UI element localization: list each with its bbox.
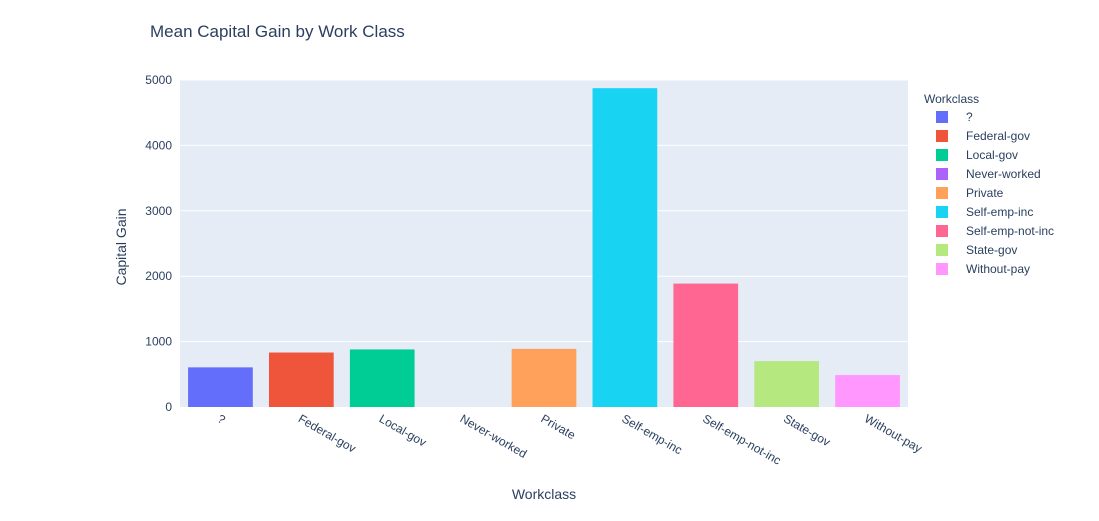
y-tick-label: 2000 [145, 269, 172, 283]
bar-7 [754, 361, 820, 407]
legend-swatch [936, 263, 948, 275]
bar-0 [188, 367, 253, 407]
legend-entry: Never-worked [966, 167, 1041, 181]
x-tick-label: Never-worked [458, 411, 530, 460]
legend-title: Workclass [924, 92, 979, 106]
x-axis-ticks: ? Federal-gov Local-gov Never-worked Private… [215, 411, 925, 467]
bar-6 [673, 283, 739, 407]
legend-entry: Self-emp-not-inc [966, 224, 1054, 238]
y-axis-title: Capital Gain [113, 208, 129, 285]
gridlines [180, 79, 908, 343]
legend-entry: Self-emp-inc [966, 205, 1033, 219]
legend-entry: Private [966, 186, 1004, 200]
x-tick-label: Federal-gov [296, 411, 358, 455]
y-tick-label: 0 [165, 400, 172, 414]
bars [188, 88, 900, 408]
legend-entry: Federal-gov [966, 129, 1030, 143]
y-tick-label: 1000 [145, 335, 172, 349]
x-tick-label: Private [539, 411, 579, 442]
bar-8 [835, 375, 900, 407]
legend-swatch [936, 168, 948, 180]
legend-swatch [936, 187, 948, 199]
x-tick-label: Without-pay [862, 411, 924, 455]
x-tick-label: Self-emp-not-inc [700, 411, 783, 467]
x-axis-title: Workclass [512, 486, 576, 502]
x-tick-label: ? [215, 411, 228, 427]
legend-entry: Without-pay [966, 262, 1030, 276]
x-tick-label: Local-gov [377, 411, 429, 449]
legend-swatch [936, 111, 948, 123]
bar-1 [268, 352, 334, 407]
legend: Workclass ? Federal-gov Local-gov Never-wor… [924, 92, 1054, 276]
legend-swatch [936, 225, 948, 237]
chart-title: Mean Capital Gain by Work Class [150, 22, 405, 41]
y-tick-label: 5000 [145, 73, 172, 87]
legend-entry: ? [966, 110, 973, 124]
legend-entry: Local-gov [966, 148, 1018, 162]
bar-5 [592, 88, 658, 408]
x-tick-label: Self-emp-inc [619, 411, 684, 457]
x-tick-label: State-gov [781, 411, 832, 449]
legend-swatch [936, 149, 948, 161]
y-tick-label: 3000 [145, 204, 172, 218]
legend-swatch [936, 244, 948, 256]
legend-swatch [936, 130, 948, 142]
legend-entry: State-gov [966, 243, 1017, 257]
y-tick-label: 4000 [145, 138, 172, 152]
bar-2 [349, 349, 415, 407]
y-axis-ticks: 0 1000 2000 3000 4000 5000 [145, 73, 172, 414]
legend-swatch [936, 206, 948, 218]
bar-4 [511, 348, 577, 407]
